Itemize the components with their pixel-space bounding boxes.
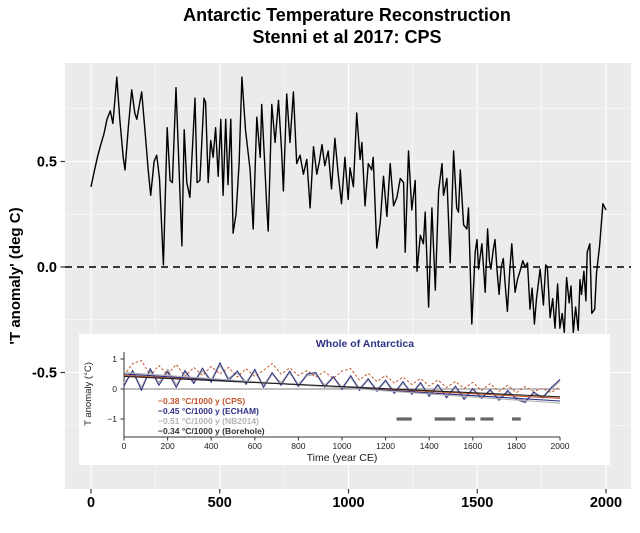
inset-title: Whole of Antarctica [316,338,414,350]
inset-trend-nb2014 [123,371,561,404]
inset-x-tick-label: 1600 [463,441,482,451]
inset-y-tick-label: 1 [112,354,117,364]
x-tick-label: 0 [87,495,95,511]
x-tick-label: 1500 [461,495,493,511]
inset-legend-label-3: −0.51 °C/1000 y (NB2014) [158,416,259,426]
inset-x-axis-title: Time (year CE) [307,452,378,464]
main-series-line [90,76,607,334]
axis-tick-marks [60,160,607,494]
inset-x-tick-label: 1000 [333,441,352,451]
y-tick-label: 0.0 [37,260,57,276]
x-tick-label: 500 [208,495,232,511]
inset-y-tick-label: −1 [107,414,117,424]
inset-x-tick-label: 1200 [376,441,395,451]
inset-y-axis-title: T anomaly (°C) [83,362,94,426]
inset-x-tick-label: 1800 [507,441,526,451]
chart-title-line2: Stenni et al 2017: CPS [252,27,441,47]
x-tick-label: 2000 [590,495,622,511]
chart-title-line1: Antarctic Temperature Reconstruction [183,5,511,25]
inset-legend-label-1: −0.38 °C/1000 y (CPS) [158,396,245,406]
reconstruction-line [90,76,607,334]
y-axis-title: 'T anomaly' (deg C) [7,207,24,344]
y-axis-tick-labels: 0.5 0.0 -0.5 [32,155,57,382]
inset-y-tick-label: 0 [112,384,117,394]
y-tick-label: 0.5 [37,155,57,171]
inset-x-tick-label: 400 [204,441,218,451]
inset-x-tick-label: 200 [161,441,175,451]
inset-series-layers: 0 200 400 600 800 1000 1200 1400 1600 1800 2000 1 0 −… [107,352,570,451]
x-axis-tick-labels: 0 500 1000 1500 2000 [87,495,622,511]
x-tick-label: 1000 [332,495,364,511]
inset-chart-whole-of-antarctica: 0 200 400 600 800 1000 1200 1400 1600 1800 2000 1 0 −… [79,334,610,465]
inset-legend-label-4: −0.34 °C/1000 y (Borehole) [158,426,265,436]
inset-x-tick-label: 2000 [551,441,570,451]
inset-x-tick-label: 800 [291,441,305,451]
inset-series-cps [123,360,561,394]
inset-x-tick-label: 1400 [420,441,439,451]
y-tick-label: -0.5 [32,366,57,382]
inset-trend-borehole [123,375,561,398]
inset-legend-label-2: −0.45 °C/1000 y (ECHAM) [158,406,259,416]
inset-x-tick-label: 0 [122,441,127,451]
inset-x-tick-label: 600 [248,441,262,451]
